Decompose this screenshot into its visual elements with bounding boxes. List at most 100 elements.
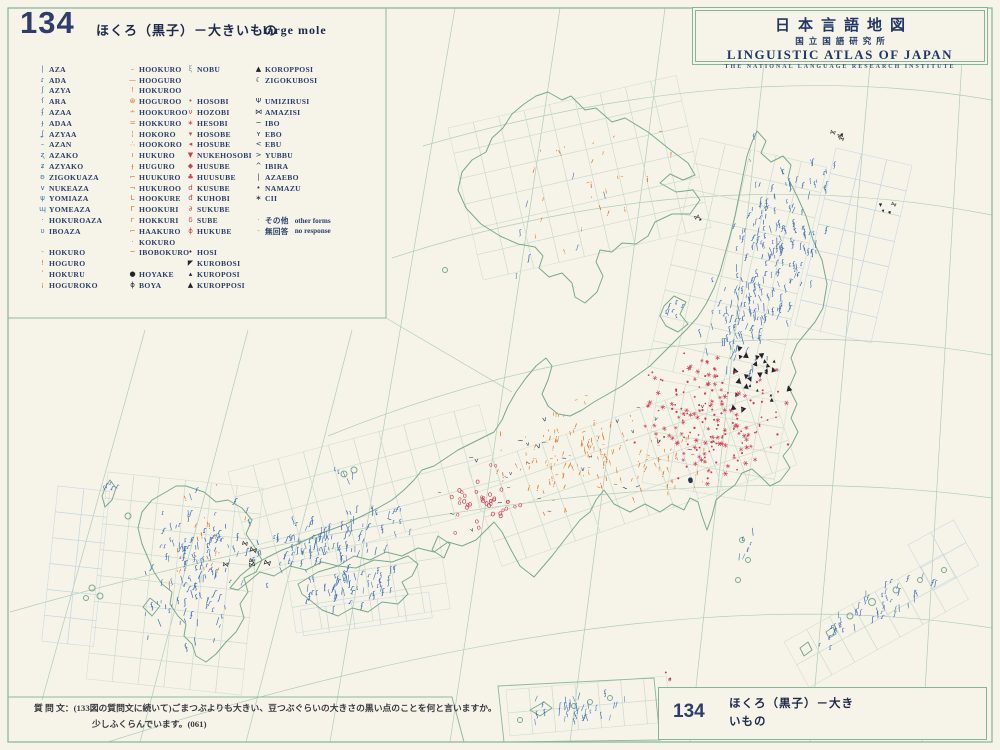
legend-label: NUKEAZA: [49, 183, 90, 193]
island-izu-3: [735, 577, 741, 583]
legend-symbol-hookuroo: ∸: [129, 108, 136, 117]
map-symbol: •: [696, 432, 701, 440]
map-symbol: ∗: [679, 418, 687, 427]
legend-symbol-hoguroo: ⊛: [129, 97, 136, 106]
map-symbol: •: [729, 419, 736, 428]
map-symbol: |: [778, 245, 783, 255]
map-symbol: ɾ: [192, 550, 198, 559]
map-symbol: ɾ: [775, 269, 779, 276]
map-symbol: ı: [362, 522, 364, 529]
map-symbol: ɾ: [777, 239, 782, 247]
map-symbol: •: [691, 423, 698, 433]
mesh-patch-5: [227, 404, 507, 573]
mesh-cell: [748, 363, 781, 396]
map-symbol: ɾ: [114, 481, 121, 491]
legend-item: ∸ HOOKUROO: [126, 107, 189, 118]
map-symbol: ∗: [702, 459, 709, 466]
map-symbol: ʃ: [880, 600, 885, 609]
map-symbol: ɾ: [205, 547, 211, 556]
legend-label: IBOAZA: [49, 226, 81, 236]
map-symbol: ɾ: [205, 541, 212, 552]
map-symbol: ʃ: [283, 553, 287, 560]
map-symbol: ʄ: [182, 558, 188, 569]
map-symbol: ɾ: [756, 332, 763, 342]
cluster-kanto-red: ∗∗••∗∗•• ••• ∗•∗•••∗∗∗∗•∗∗•∗•∗••∗∗•∗∗•∗∗••…: [631, 350, 792, 489]
legend-label: SUKUBE: [197, 205, 231, 215]
map-symbol: ı: [612, 447, 616, 455]
map-symbol: !: [658, 466, 661, 473]
map-symbol: ʹ: [501, 480, 504, 488]
legend-label: HOOKURI: [139, 205, 179, 215]
legend-item: Γ HOOKURI: [126, 204, 189, 215]
map-symbol: ɾ: [104, 480, 109, 489]
map-symbol: ʄ: [188, 535, 194, 544]
map-symbol: |: [775, 312, 780, 320]
map-symbol: ∗: [734, 388, 743, 398]
map-symbol: ʄ: [905, 573, 911, 583]
map-symbol: |: [348, 582, 350, 589]
map-symbol: ∗: [668, 433, 676, 443]
map-symbol: ɾ: [183, 536, 187, 544]
map-symbol: ɾ: [287, 558, 291, 566]
legend-item: < EBU: [252, 140, 331, 151]
cluster-shikoku-blue: ʄ|ʄʃ |ʃ|ʃ||ʄ|ʄʄ ʃʄʄʄɾʄɾʄ|ʄʄɾɾɾɾ|ʃɾɾɾʃʄ|ʃɾʃ…: [304, 563, 398, 614]
map-symbol: •: [785, 440, 790, 449]
graticule-line-3: [689, 7, 771, 743]
map-symbol: |: [704, 347, 708, 356]
map-symbol: |: [853, 623, 857, 632]
legend-symbol-hoguro: !: [41, 259, 44, 268]
legend-gap: [184, 237, 252, 248]
map-symbol: ɾ: [312, 535, 319, 545]
map-symbol: ı: [733, 285, 736, 295]
legend-symbol-ebu: <: [255, 140, 262, 149]
map-symbol: ʃ: [722, 336, 727, 346]
legend-item: ~ IBOBOKURO: [126, 248, 190, 259]
map-symbol: ı: [596, 455, 600, 462]
map-symbol: ı: [143, 568, 148, 577]
mesh-cell: [591, 499, 626, 533]
mesh-cell: [137, 658, 167, 688]
map-symbol: |: [347, 573, 350, 582]
map-symbol: –: [554, 470, 559, 479]
map-symbol: ı: [323, 534, 329, 544]
legend-symbol-husube: ◆: [187, 162, 194, 171]
map-symbol: ɾ: [308, 536, 312, 545]
map-symbol: o: [506, 498, 510, 506]
map-symbol: •: [697, 401, 702, 410]
map-symbol: o: [475, 523, 482, 532]
map-symbol: •: [673, 390, 680, 400]
map-symbol: ∗: [698, 455, 705, 464]
map-symbol: o: [503, 504, 510, 513]
footer-title-box: 134 ほくろ（黒子）－大き いもの: [658, 687, 987, 740]
map-symbol: ʄ: [791, 260, 796, 269]
map-symbol: ı: [739, 274, 745, 284]
map-symbol: ʄ: [832, 160, 836, 169]
map-symbol: ʃ: [347, 580, 351, 589]
map-symbol: ʹ: [576, 463, 579, 472]
map-symbol: ı: [666, 481, 669, 491]
map-symbol: ▼: [743, 372, 750, 381]
island-ryukyu-3: [607, 695, 613, 701]
map-symbol: ¡: [646, 173, 650, 183]
map-symbol: –: [567, 451, 573, 460]
map-symbol: |: [368, 591, 373, 600]
map-symbol: –: [658, 126, 663, 136]
map-symbol: |: [736, 304, 740, 312]
map-symbol: ⋈: [248, 560, 256, 569]
graticule-line-0: [329, 7, 456, 743]
map-symbol: ı: [757, 179, 762, 189]
map-symbol: •: [688, 429, 694, 437]
map-symbol: |: [757, 293, 763, 302]
map-symbol: ʃ: [771, 246, 775, 255]
map-symbol: ʄ: [192, 555, 197, 563]
map-symbol: ɾ: [323, 549, 329, 558]
map-symbol: ı: [568, 460, 573, 469]
cluster-aomori-black: ⋈▾⋈⋈: [829, 129, 845, 143]
map-symbol: ʃ: [562, 700, 567, 710]
island-tsushima: [101, 479, 117, 508]
map-symbol: •: [719, 434, 725, 443]
map-symbol: ʃ: [518, 228, 523, 237]
map-symbol: ʃ: [217, 534, 223, 542]
map-symbol: ı: [541, 488, 545, 496]
map-symbol: –: [690, 449, 695, 459]
